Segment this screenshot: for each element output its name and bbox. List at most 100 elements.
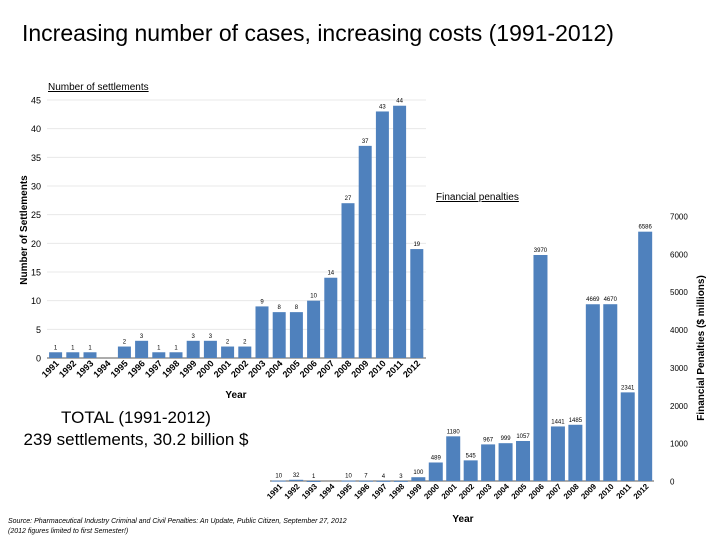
- c2-bar-1991: [271, 480, 286, 482]
- page-title: Increasing number of cases, increasing c…: [22, 20, 614, 46]
- c2-x-tick-label-1999: 1999: [405, 482, 424, 501]
- c2-data-label-2005: 1057: [516, 434, 530, 440]
- c2-bar-1993: [306, 480, 321, 482]
- c2-data-label-2006: 3970: [534, 248, 548, 254]
- c2-bar-2007: [550, 426, 565, 481]
- c1-y-tick-label: 40: [31, 124, 41, 134]
- settlements-chart-x-label: Year: [225, 390, 246, 401]
- c1-data-label-1992: 1: [71, 345, 75, 351]
- c1-data-label-1995: 2: [123, 340, 127, 346]
- c2-y-tick-label: 0: [670, 478, 675, 487]
- c1-data-label-2010: 43: [379, 104, 386, 110]
- c2-bar-2004: [498, 443, 513, 481]
- c2-bar-2008: [568, 424, 583, 481]
- c2-data-label-2004: 999: [501, 436, 512, 442]
- c2-data-label-2011: 2341: [621, 385, 635, 391]
- source-note: Source: Pharmaceutical Industry Criminal…: [8, 517, 347, 537]
- c1-bar-2003: [255, 306, 269, 358]
- c1-bar-2004: [272, 312, 286, 358]
- c2-bar-2009: [585, 304, 600, 481]
- c2-data-label-2009: 4669: [586, 297, 600, 303]
- settlements-chart-y-label: Number of Settlements: [19, 175, 30, 285]
- c2-bar-2010: [603, 304, 618, 481]
- c2-x-tick-label-1998: 1998: [387, 482, 406, 501]
- c1-y-tick-label: 15: [31, 268, 41, 278]
- c2-y-tick-label: 7000: [670, 213, 688, 222]
- c2-x-tick-label-1994: 1994: [318, 482, 337, 501]
- c1-y-tick-label: 35: [31, 153, 41, 163]
- c1-bar-1992: [66, 352, 80, 358]
- c1-data-label-1998: 1: [174, 345, 178, 351]
- c1-y-tick-label: 25: [31, 210, 41, 220]
- c2-bar-1999: [411, 477, 426, 481]
- c1-bar-1998: [169, 352, 183, 358]
- c2-data-label-1995: 10: [345, 474, 352, 480]
- c2-data-label-1992: 32: [293, 473, 300, 479]
- c2-data-label-2008: 1485: [569, 418, 583, 424]
- c2-bar-2012: [638, 231, 653, 481]
- c2-bar-2005: [516, 440, 531, 481]
- c1-data-label-2006: 10: [310, 294, 317, 300]
- c2-y-tick-label: 6000: [670, 250, 688, 259]
- c1-bar-2001: [221, 346, 235, 358]
- c2-data-label-1993: 1: [312, 474, 316, 480]
- c2-bar-2011: [620, 392, 635, 481]
- settlements-chart-title: Number of settlements: [48, 82, 149, 93]
- c2-data-label-2007: 1441: [551, 419, 565, 425]
- c1-data-label-1993: 1: [88, 345, 92, 351]
- c2-bar-1996: [358, 480, 373, 482]
- c2-bar-2003: [481, 444, 496, 481]
- c1-data-label-2003: 9: [260, 299, 264, 305]
- c2-bar-2002: [463, 460, 478, 481]
- c2-x-tick-label-1992: 1992: [283, 482, 302, 501]
- c2-data-label-2010: 4670: [604, 297, 618, 303]
- source-citation: Source: Pharmaceutical Industry Criminal…: [8, 518, 347, 525]
- c1-data-label-1999: 3: [192, 334, 196, 340]
- c2-data-label-1996: 7: [364, 474, 368, 480]
- c2-bar-1992: [289, 479, 304, 481]
- c1-data-label-2007: 14: [327, 271, 334, 277]
- c2-bar-1997: [376, 480, 391, 482]
- c1-data-label-2000: 3: [209, 334, 213, 340]
- c2-bar-2001: [446, 436, 461, 481]
- c2-data-label-2000: 489: [431, 455, 442, 461]
- c2-data-label-2002: 545: [466, 453, 477, 459]
- c1-y-tick-label: 30: [31, 182, 41, 192]
- c1-y-tick-label: 45: [31, 96, 41, 106]
- c2-x-tick-label-1991: 1991: [265, 482, 284, 501]
- c1-data-label-1996: 3: [140, 334, 144, 340]
- c1-bar-2011: [393, 105, 407, 358]
- c2-data-label-1997: 4: [382, 474, 386, 480]
- total-summary: TOTAL (1991-2012) 239 settlements, 30.2 …: [0, 408, 272, 450]
- c1-bar-1996: [135, 340, 149, 358]
- c1-bar-2002: [238, 346, 252, 358]
- c1-bar-2000: [203, 340, 217, 358]
- c1-data-label-2011: 44: [396, 99, 403, 105]
- c1-y-tick-label: 10: [31, 296, 41, 306]
- c1-bar-2009: [358, 145, 372, 358]
- c2-x-tick-label-1993: 1993: [300, 482, 319, 501]
- total-summary-value: 239 settlements, 30.2 billion $: [23, 430, 249, 449]
- c2-y-tick-label: 4000: [670, 326, 688, 335]
- c2-data-label-2012: 6586: [638, 225, 652, 231]
- c1-data-label-2005: 8: [295, 305, 299, 311]
- c2-x-tick-label-1997: 1997: [370, 482, 389, 501]
- total-summary-heading: TOTAL (1991-2012): [61, 408, 211, 427]
- c1-data-label-2001: 2: [226, 340, 230, 346]
- c2-data-label-2003: 967: [483, 437, 494, 443]
- source-footnote: (2012 figures limited to first Semester!…: [8, 528, 129, 535]
- c2-bar-2006: [533, 254, 548, 481]
- c1-bar-2012: [410, 249, 424, 358]
- financial-chart-title: Financial penalties: [436, 192, 519, 203]
- c2-x-tick-label-1995: 1995: [335, 482, 354, 501]
- c2-x-tick-label-1996: 1996: [352, 482, 371, 501]
- c1-data-label-2008: 27: [345, 196, 352, 202]
- c1-bar-2010: [375, 111, 389, 358]
- c1-y-tick-label: 0: [36, 354, 41, 364]
- c1-bar-2007: [324, 277, 338, 358]
- c1-bar-1997: [152, 352, 166, 358]
- c1-data-label-2002: 2: [243, 340, 247, 346]
